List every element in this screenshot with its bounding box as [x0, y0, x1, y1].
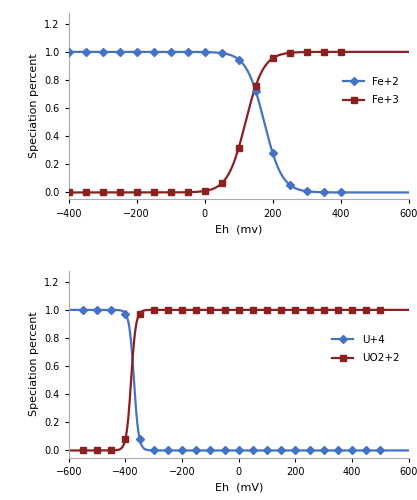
X-axis label: Eh  (mV): Eh (mV) [214, 482, 263, 492]
Legend: U+4, UO2+2: U+4, UO2+2 [328, 330, 404, 368]
Y-axis label: Speciation percent: Speciation percent [29, 312, 39, 416]
Legend: Fe+2, Fe+3: Fe+2, Fe+3 [339, 72, 404, 110]
X-axis label: Eh  (mv): Eh (mv) [215, 224, 262, 234]
Y-axis label: Speciation percent: Speciation percent [29, 54, 39, 158]
